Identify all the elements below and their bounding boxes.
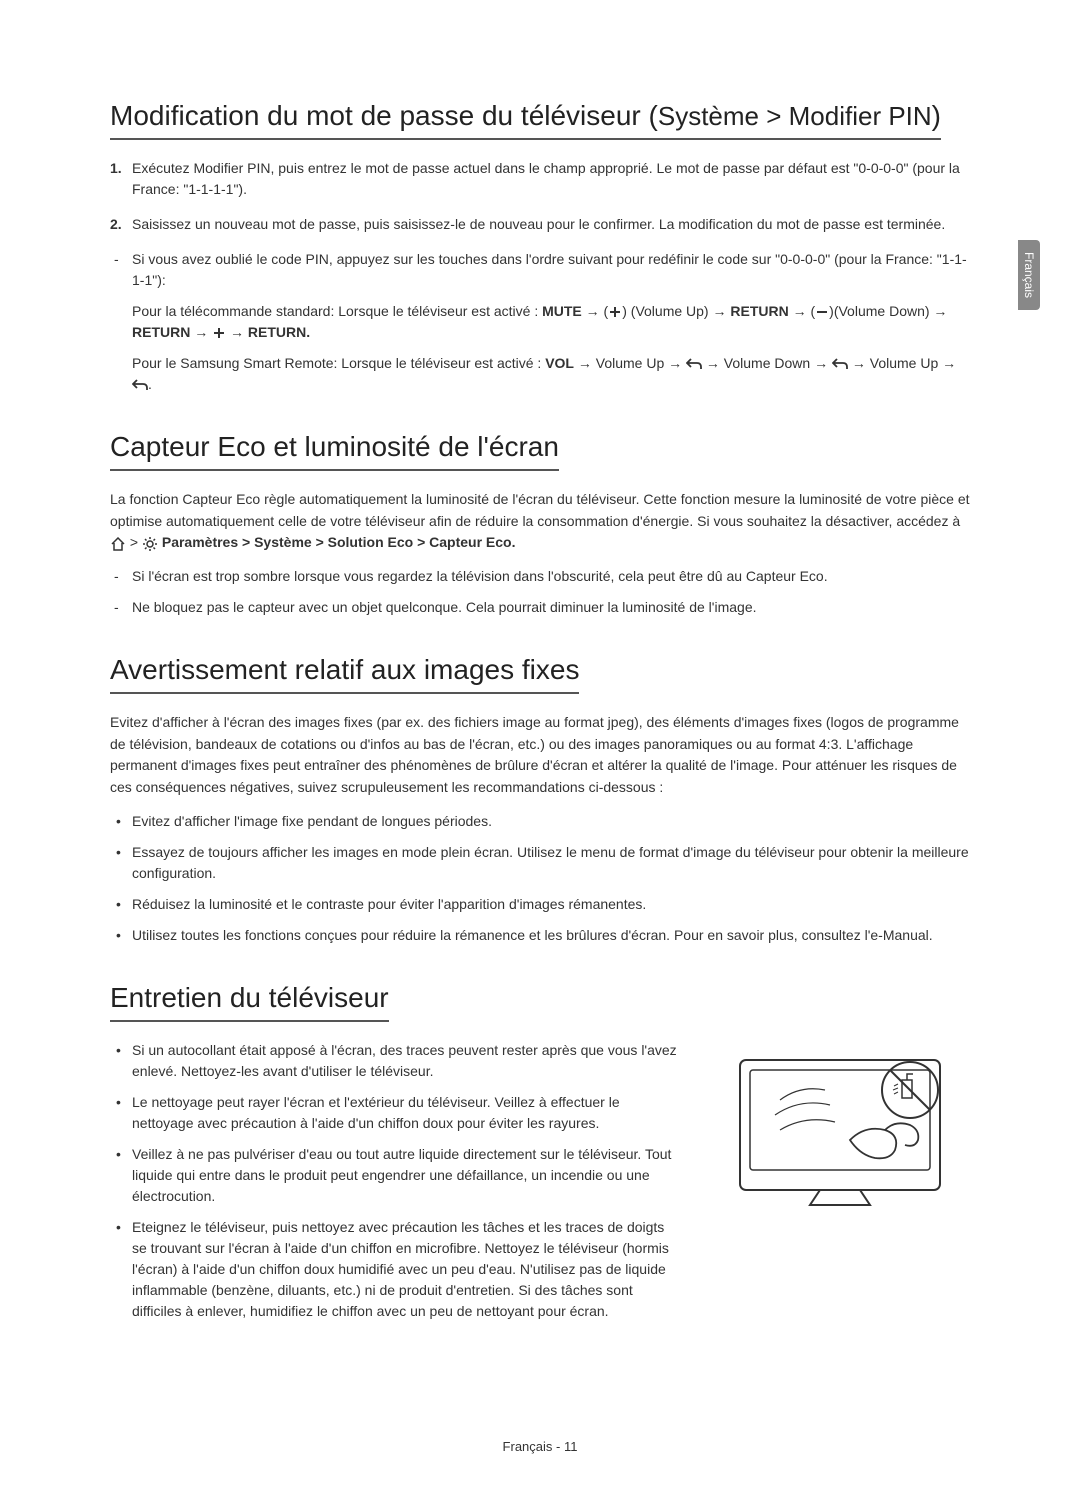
section-modifier-pin: Modification du mot de passe du télévise… [110,100,970,395]
ordered-list: Exécutez Modifier PIN, puis entrez le mo… [110,158,970,235]
text: > [126,534,142,550]
section-avertissement: Avertissement relatif aux images fixes E… [110,654,970,946]
sub-paragraph: Pour la télécommande standard: Lorsque l… [110,301,970,343]
back-icon [686,357,702,371]
return-label: RETURN. [248,324,310,340]
list-item: Veillez à ne pas pulvériser d'eau ou tou… [110,1144,680,1207]
return-label: RETURN [132,324,190,340]
text: → ( [582,303,608,319]
entretien-text: Si un autocollant était apposé à l'écran… [110,1040,680,1332]
page-footer: Français - 11 [0,1439,1080,1454]
menu-path: Paramètres > Système > Solution Eco > Ca… [158,534,516,550]
list-item: Evitez d'afficher l'image fixe pendant d… [110,811,970,832]
text: → Volume Up → [848,355,956,371]
heading-avertissement: Avertissement relatif aux images fixes [110,654,579,694]
text: Pour la télécommande standard: Lorsque l… [132,303,542,319]
mute-label: MUTE [542,303,582,319]
heading-entretien: Entretien du téléviseur [110,982,389,1022]
body-text: La fonction Capteur Eco règle automatiqu… [110,489,970,554]
list-item: Utilisez toutes les fonctions conçues po… [110,925,970,946]
minus-icon [815,305,829,319]
section-entretien: Entretien du téléviseur Si un autocollan… [110,982,970,1332]
cleaning-illustration [710,1040,970,1332]
bullet-list: Evitez d'afficher l'image fixe pendant d… [110,811,970,946]
list-item: Eteignez le téléviseur, puis nettoyez av… [110,1217,680,1322]
list-item: Essayez de toujours afficher les images … [110,842,970,884]
text: → [226,324,248,340]
home-icon [110,537,126,551]
text: → Volume Up → [574,355,686,371]
list-item: Si un autocollant était apposé à l'écran… [110,1040,680,1082]
heading-modifier-pin: Modification du mot de passe du télévise… [110,100,941,140]
entretien-row: Si un autocollant était apposé à l'écran… [110,1040,970,1332]
back-icon [832,357,848,371]
back-icon [132,378,148,392]
text: )(Volume Down) → [829,303,947,319]
text: → ( [789,303,815,319]
list-item: Le nettoyage peut rayer l'écran et l'ext… [110,1092,680,1134]
plus-icon [608,305,622,319]
list-item: Exécutez Modifier PIN, puis entrez le mo… [110,158,970,200]
text: Pour le Samsung Smart Remote: Lorsque le… [132,355,545,371]
heading-text: Modification du mot de passe du télévise… [110,100,658,131]
dash-list: Si vous avez oublié le code PIN, appuyez… [110,249,970,291]
language-tab: Français [1018,240,1040,310]
sub-paragraph: Pour le Samsung Smart Remote: Lorsque le… [110,353,970,395]
heading-close: ) [932,100,941,131]
list-item: Si l'écran est trop sombre lorsque vous … [110,566,970,587]
list-item: Saisissez un nouveau mot de passe, puis … [110,214,970,235]
dash-list: Si l'écran est trop sombre lorsque vous … [110,566,970,618]
list-item: Ne bloquez pas le capteur avec un objet … [110,597,970,618]
heading-path: Système > Modifier PIN [658,101,932,131]
plus-icon [212,326,226,340]
bullet-list: Si un autocollant était apposé à l'écran… [110,1040,680,1322]
list-item: Si vous avez oublié le code PIN, appuyez… [110,249,970,291]
text: → [190,324,212,340]
text: . [148,376,152,392]
gear-icon [142,536,158,552]
section-capteur-eco: Capteur Eco et luminosité de l'écran La … [110,431,970,618]
text: → Volume Down → [702,355,832,371]
list-item: Réduisez la luminosité et le contraste p… [110,894,970,915]
text: La fonction Capteur Eco règle automatiqu… [110,491,970,529]
body-text: Evitez d'afficher à l'écran des images f… [110,712,970,799]
tv-cleaning-svg [710,1040,970,1220]
heading-capteur-eco: Capteur Eco et luminosité de l'écran [110,431,559,471]
text: ) (Volume Up) → [622,303,730,319]
vol-label: VOL [545,355,574,371]
return-label: RETURN [730,303,788,319]
